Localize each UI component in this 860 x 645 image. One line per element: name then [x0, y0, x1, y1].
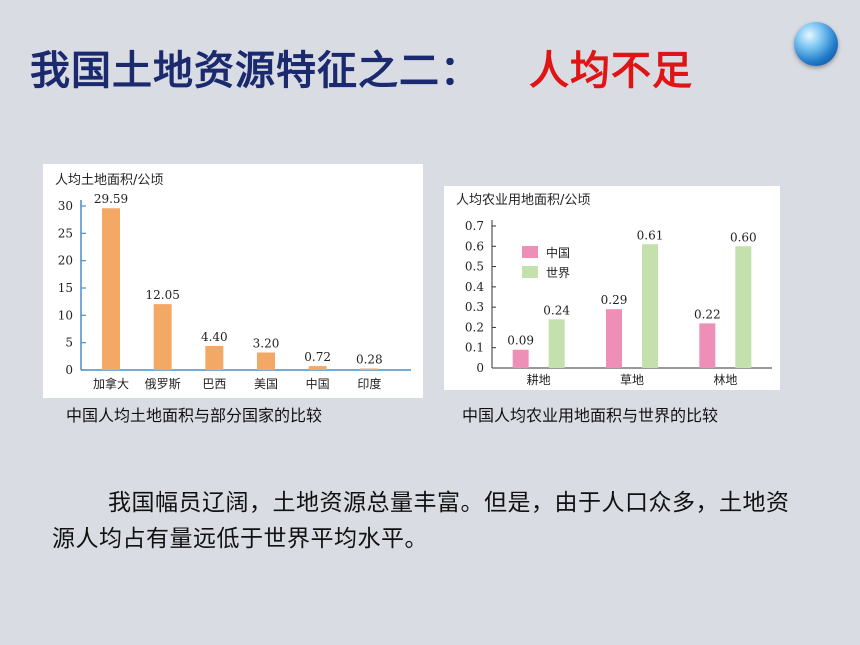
body-paragraph-text: 我国幅员辽阔，土地资源总量丰富。但是，由于人口众多，土地资源人均占有量远低于世界…: [52, 490, 790, 552]
x-category-label: 印度: [357, 376, 381, 391]
x-category-label: 美国: [254, 377, 278, 391]
y-tick-label: 25: [58, 226, 73, 240]
y-tick-label: 0: [476, 361, 484, 375]
x-category-label: 林地: [713, 373, 737, 387]
y-tick-label: 0.4: [465, 280, 484, 294]
body-paragraph: 我国幅员辽阔，土地资源总量丰富。但是，由于人口众多，土地资源人均占有量远低于世界…: [52, 485, 812, 557]
bar-china: [512, 349, 529, 368]
land-per-capita-chart: 人均土地面积/公顷 0 5 10 15 20 25 30 29.59 加拿大 12.05 俄罗斯 4.4…: [43, 164, 423, 398]
x-category-label: 中国: [306, 376, 330, 391]
bar-value-label: 0.60: [730, 230, 757, 244]
bar-value-label: 0.09: [507, 334, 534, 348]
bar: [257, 352, 275, 370]
y-tick-label: 5: [65, 336, 73, 350]
bar: [360, 368, 379, 370]
y-tick-label: 0.2: [465, 320, 484, 334]
slide-title: 我国土地资源特征之二： 人均不足: [30, 38, 693, 96]
bar: [205, 345, 224, 370]
bar: [308, 366, 327, 370]
bar-value-label: 0.22: [694, 307, 721, 321]
y-tick-label: 0: [65, 363, 73, 377]
bar-world: [735, 246, 752, 368]
y-tick-label: 0.1: [465, 341, 484, 355]
bar-value-label: 0.29: [601, 293, 628, 307]
globe-icon: [794, 22, 838, 66]
x-category-label: 耕地: [527, 372, 551, 387]
bar-china: [606, 309, 622, 368]
legend-label: 中国: [546, 245, 570, 260]
bar-value-label: 0.24: [543, 303, 570, 317]
legend-swatch: [522, 246, 538, 258]
legend-swatch: [522, 266, 538, 278]
agri-land-per-capita-chart-svg: 人均农业用地面积/公顷 0 0.1 0.2 0.3 0.4 0.5 0.6 0.7 0.09 0.2…: [456, 193, 772, 387]
bar-value-label: 0.61: [637, 228, 664, 242]
legend-label: 世界: [546, 266, 570, 280]
y-tick-label: 0.7: [465, 219, 484, 233]
chart1-caption: 中国人均土地面积与部分国家的比较: [66, 406, 323, 425]
y-axis-title: 人均农业用地面积/公顷: [456, 193, 590, 208]
title-main: 我国土地资源特征之二：: [30, 48, 481, 94]
bar-value-label: 3.20: [253, 337, 280, 351]
bar-value-label: 0.28: [356, 352, 383, 366]
title-highlight: 人均不足: [529, 48, 693, 94]
bar-value-label: 12.05: [145, 288, 179, 302]
y-tick-label: 15: [58, 281, 73, 295]
bar: [102, 208, 120, 370]
bar-china: [699, 323, 716, 368]
y-tick-label: 10: [58, 308, 73, 322]
y-tick-label: 20: [58, 254, 73, 268]
y-axis-title: 人均土地面积/公顷: [55, 173, 163, 188]
bar-world: [548, 319, 565, 368]
bar: [153, 304, 172, 370]
agri-land-per-capita-chart: 人均农业用地面积/公顷 0 0.1 0.2 0.3 0.4 0.5 0.6 0.7 0.09 0.2…: [444, 186, 780, 390]
bar-value-label: 0.72: [304, 350, 331, 364]
y-tick-label: 0.3: [465, 300, 484, 314]
land-per-capita-chart-svg: 人均土地面积/公顷 0 5 10 15 20 25 30 29.59 加拿大 12.05 俄罗斯 4.4…: [55, 173, 411, 391]
bar-world: [642, 244, 658, 368]
y-tick-label: 0.6: [465, 239, 484, 253]
bar-value-label: 4.40: [201, 330, 228, 344]
x-category-label: 巴西: [202, 377, 226, 391]
x-category-label: 俄罗斯: [145, 377, 181, 391]
x-category-label: 草地: [620, 373, 644, 387]
y-tick-label: 0.5: [465, 260, 484, 274]
chart2-caption: 中国人均农业用地面积与世界的比较: [462, 406, 719, 425]
x-category-label: 加拿大: [93, 376, 129, 391]
bar-value-label: 29.59: [94, 192, 128, 206]
y-tick-label: 30: [58, 199, 73, 213]
